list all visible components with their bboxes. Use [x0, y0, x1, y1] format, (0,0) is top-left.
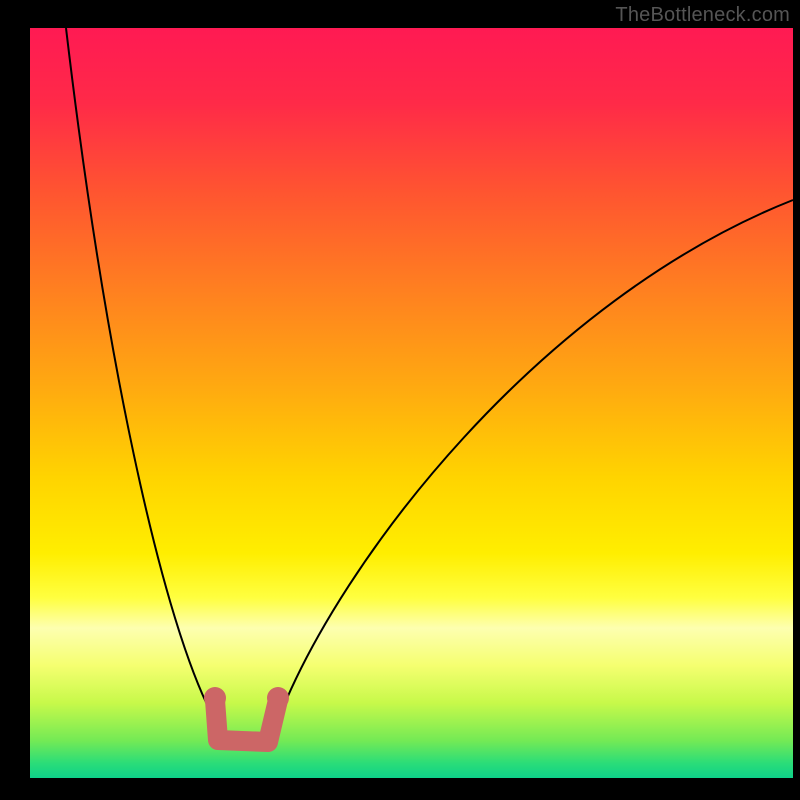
highlight-dot-right — [267, 687, 289, 709]
chart-container: TheBottleneck.com — [0, 0, 800, 800]
chart-plot-area — [30, 28, 793, 778]
watermark-text: TheBottleneck.com — [615, 4, 790, 27]
bottleneck-curve-chart — [0, 0, 800, 800]
highlight-dot-left — [204, 687, 226, 709]
